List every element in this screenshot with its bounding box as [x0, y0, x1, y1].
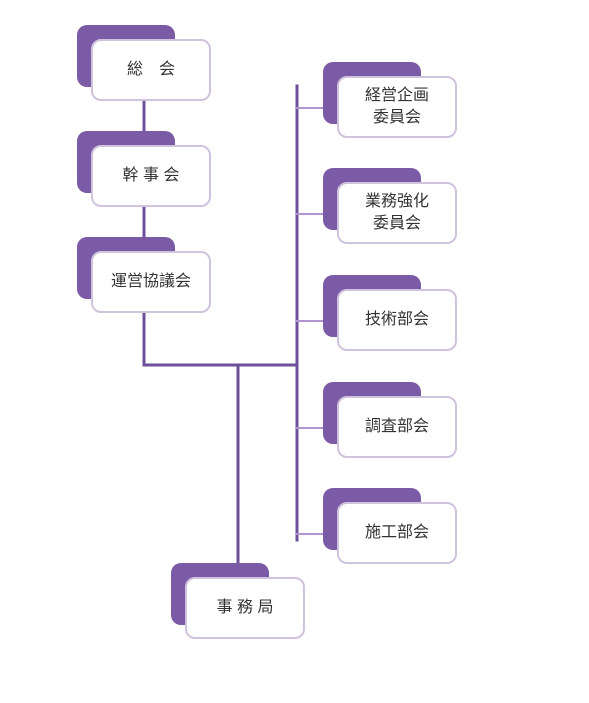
node-label: 総 会	[127, 59, 175, 81]
org-node-n2: 運営協議会	[77, 237, 211, 313]
org-node-r0: 経営企画 委員会	[323, 62, 457, 138]
node-card: 幹 事 会	[91, 145, 211, 207]
node-card: 総 会	[91, 39, 211, 101]
node-label: 事 務 局	[217, 597, 274, 619]
node-label: 業務強化 委員会	[365, 191, 429, 234]
node-label: 施工部会	[365, 522, 429, 544]
org-node-r2: 技術部会	[323, 275, 457, 351]
node-card: 業務強化 委員会	[337, 182, 457, 244]
org-node-n0: 総 会	[77, 25, 211, 101]
node-card: 運営協議会	[91, 251, 211, 313]
node-label: 調査部会	[365, 416, 429, 438]
node-card: 調査部会	[337, 396, 457, 458]
org-node-r4: 施工部会	[323, 488, 457, 564]
node-label: 経営企画 委員会	[365, 85, 429, 128]
node-label: 幹 事 会	[123, 165, 180, 187]
node-label: 運営協議会	[111, 271, 191, 293]
node-label: 技術部会	[365, 309, 429, 331]
node-card: 施工部会	[337, 502, 457, 564]
org-node-n1: 幹 事 会	[77, 131, 211, 207]
org-chart: 総 会幹 事 会運営協議会事 務 局 経営企画 委員会業務強化 委員会技術部会調査…	[0, 0, 589, 703]
node-card: 事 務 局	[185, 577, 305, 639]
org-node-r1: 業務強化 委員会	[323, 168, 457, 244]
connector	[144, 313, 238, 577]
org-node-r3: 調査部会	[323, 382, 457, 458]
node-card: 経営企画 委員会	[337, 76, 457, 138]
org-node-n3: 事 務 局	[171, 563, 305, 639]
node-card: 技術部会	[337, 289, 457, 351]
